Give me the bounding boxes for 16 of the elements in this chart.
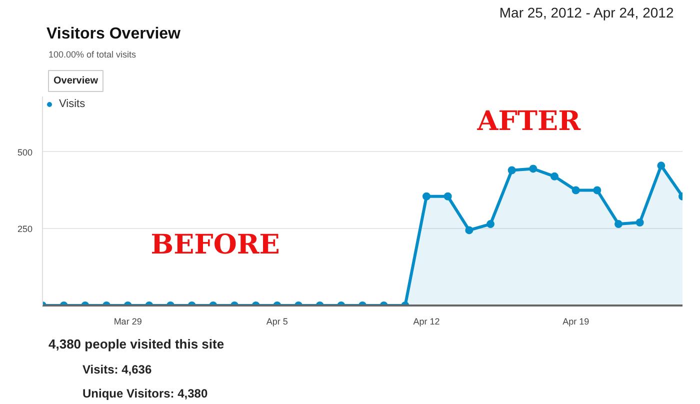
x-tick-label: Apr 19 <box>562 316 590 326</box>
x-tick-label: Apr 12 <box>413 316 440 326</box>
chart-title: Visitors Overview <box>46 26 182 42</box>
text: 4,380 people visited this site <box>48 336 224 352</box>
annotation: AFTER <box>476 106 582 138</box>
y-tick-label: 500 <box>17 147 33 158</box>
y-tick-label: 250 <box>17 224 33 234</box>
text: Visits: 4,636 <box>82 362 152 376</box>
x-tick-label: Mar 29 <box>114 316 142 326</box>
text: Overview <box>54 76 98 86</box>
x-tick-label: Apr 5 <box>266 316 288 326</box>
text: 100.00% of total visits <box>48 50 137 60</box>
text: Unique Visitors: 4,380 <box>82 386 208 400</box>
chart-subtitle: Mar 25, 2012 - Apr 24, 2012 <box>499 4 674 20</box>
legend-label: Visits <box>59 98 86 110</box>
annotation: BEFORE <box>150 229 280 260</box>
